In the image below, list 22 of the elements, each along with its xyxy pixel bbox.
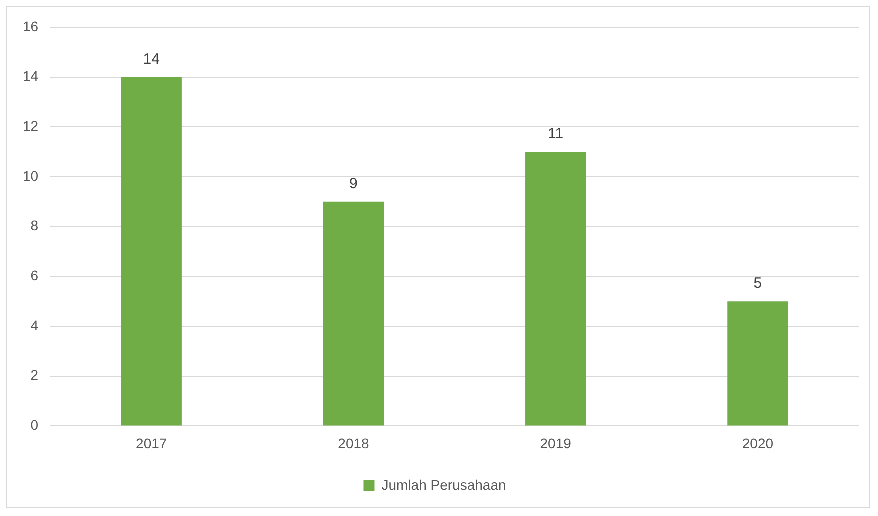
y-tick-label: 10	[22, 168, 39, 184]
bar	[323, 202, 384, 426]
y-tick-label: 16	[22, 18, 39, 34]
data-label: 9	[350, 176, 358, 193]
x-tick-label: 2020	[742, 435, 774, 452]
y-tick-label: 14	[22, 68, 39, 84]
y-tick-label: 2	[30, 367, 39, 384]
x-tick-label: 2019	[540, 435, 572, 452]
data-label: 14	[143, 50, 160, 68]
y-tick-label: 6	[30, 268, 39, 284]
data-label: 11	[548, 126, 564, 143]
bar	[121, 77, 182, 426]
bar	[526, 152, 586, 426]
bar	[728, 302, 788, 426]
y-tick-label: 0	[30, 417, 39, 434]
y-tick-label: 12	[22, 118, 39, 134]
y-tick-label: 8	[30, 218, 39, 234]
y-tick-label: 4	[30, 317, 39, 334]
legend-label: Jumlah Perusahaan	[382, 476, 506, 493]
data-label: 5	[754, 275, 762, 292]
x-tick-label: 2017	[136, 435, 168, 452]
x-tick-label: 2018	[338, 435, 370, 452]
